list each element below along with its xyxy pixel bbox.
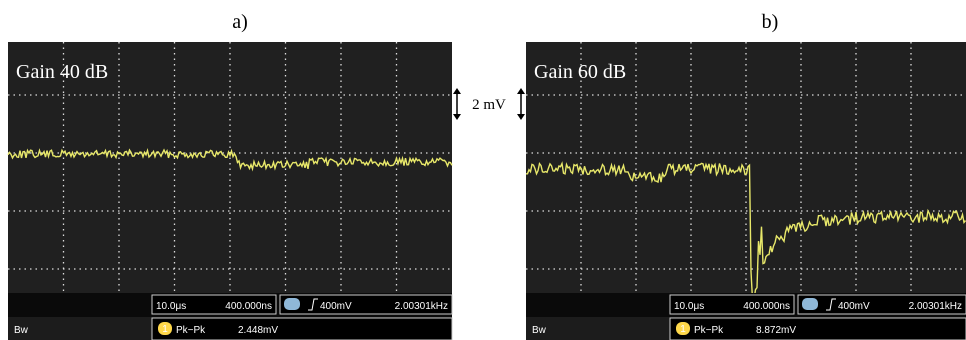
trigger-level: 400mV [838, 301, 870, 312]
scale-marker: 2 mV [453, 88, 525, 120]
bandwidth: Bw [14, 325, 29, 336]
trigger-edge [826, 298, 836, 311]
measurement: Pk−Pk [694, 325, 724, 336]
measurement-value: 2.448mV [238, 325, 278, 336]
trigger-icon [284, 298, 300, 310]
signal-trace [7, 147, 453, 172]
delay: 400.000ns [743, 301, 790, 312]
measure-box [669, 317, 966, 340]
channel-icon [676, 322, 690, 335]
oscilloscope-screen: Gain 40 dB 10.0μs 400.000ns 400mV 2.00301kHz… [7, 42, 453, 340]
panel-label: a) [232, 11, 248, 33]
frequency: 2.00301kHz [909, 301, 962, 312]
trigger-box [279, 294, 453, 315]
measure-box [151, 317, 453, 340]
timebase-box [669, 294, 795, 315]
timebase: 10.0μs [156, 301, 186, 312]
timebase: 10.0μs [674, 301, 704, 312]
channel: 1 [162, 324, 168, 335]
scale-label: 2 mV [472, 97, 506, 113]
panel-label: b) [762, 11, 779, 33]
delay: 400.000ns [225, 301, 272, 312]
frequency: 2.00301kHz [395, 301, 448, 312]
trigger-icon [802, 298, 818, 310]
timebase-box [151, 294, 277, 315]
measurement: Pk−Pk [176, 325, 206, 336]
measurement-value: 8.872mV [756, 325, 796, 336]
signal-trace [526, 161, 966, 301]
oscilloscope-screen: Gain 60 dB 10.0μs 400.000ns 400mV 2.00301kHz… [526, 42, 966, 340]
gain-label: Gain 60 dB [534, 61, 626, 83]
channel-icon [158, 322, 172, 335]
bandwidth: Bw [532, 325, 547, 336]
trigger-box [797, 294, 966, 315]
channel: 1 [680, 324, 686, 335]
trigger-level: 400mV [320, 301, 352, 312]
gain-label: Gain 40 dB [16, 61, 108, 83]
trigger-edge [308, 298, 318, 311]
